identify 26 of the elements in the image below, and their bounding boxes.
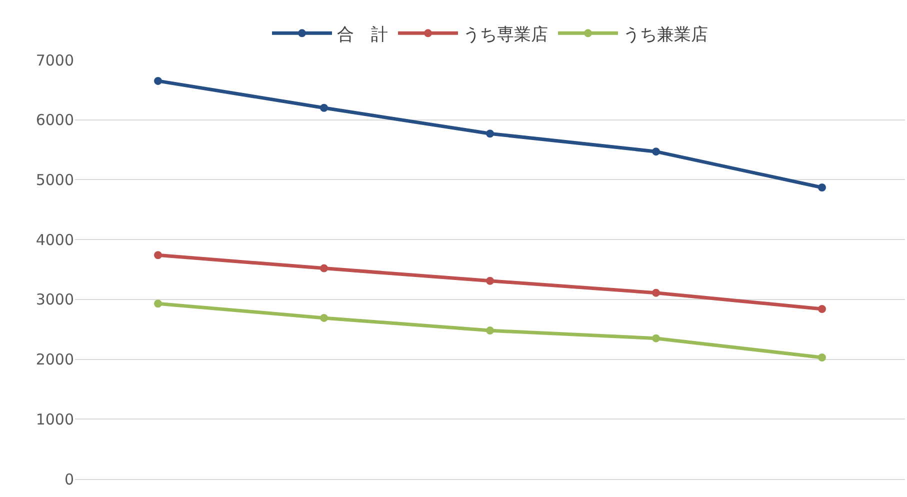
y-tick-label: 1000 — [36, 410, 74, 428]
y-tick-label: 3000 — [36, 290, 74, 309]
point — [818, 184, 826, 192]
y-tick-label: 5000 — [36, 170, 74, 189]
point — [486, 276, 494, 285]
point — [320, 314, 328, 322]
legend-label: 合 計 — [337, 24, 388, 45]
legend-label: うち専業店 — [463, 24, 548, 45]
y-tick-label: 0 — [64, 470, 74, 488]
point — [652, 334, 660, 342]
y-tick-label: 6000 — [36, 111, 74, 130]
point — [154, 300, 162, 308]
legend-label: うち兼業店 — [623, 24, 708, 45]
y-tick-label: 4000 — [36, 230, 74, 249]
point — [486, 326, 494, 335]
point — [154, 251, 162, 260]
y-tick-label: 7000 — [36, 51, 74, 70]
point — [154, 76, 162, 85]
y-tick-label: 2000 — [36, 350, 74, 369]
point — [320, 104, 328, 112]
point — [818, 305, 826, 314]
point — [652, 148, 660, 156]
point — [652, 288, 660, 297]
point — [486, 130, 494, 138]
point — [818, 353, 826, 362]
point — [320, 264, 328, 272]
